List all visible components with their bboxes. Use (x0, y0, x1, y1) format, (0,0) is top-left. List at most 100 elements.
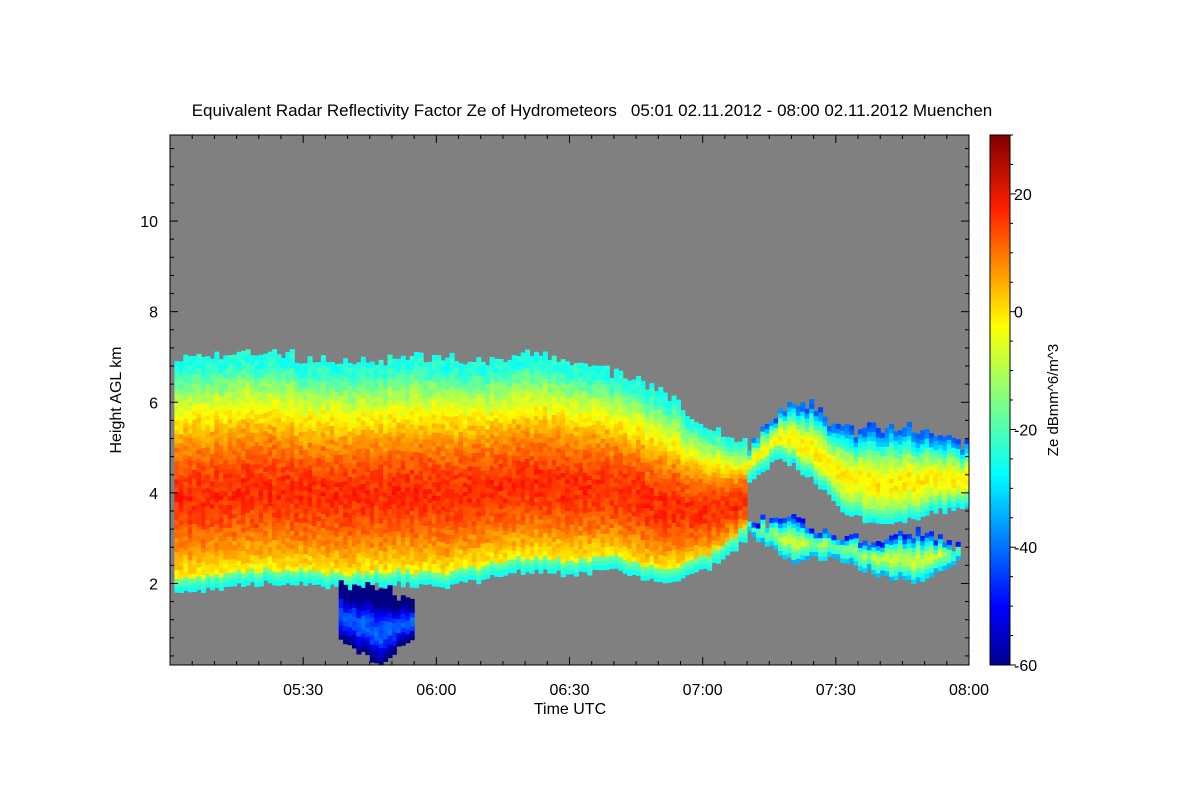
reflectivity-cell (498, 368, 504, 374)
reflectivity-cell (205, 541, 211, 547)
reflectivity-cell (272, 362, 278, 368)
reflectivity-cell (489, 411, 495, 417)
reflectivity-cell (356, 471, 362, 477)
reflectivity-cell (547, 477, 553, 483)
reflectivity-cell (587, 375, 593, 381)
reflectivity-cell (272, 417, 278, 423)
reflectivity-cell (209, 408, 215, 414)
reflectivity-cell (613, 459, 619, 465)
reflectivity-cell (418, 529, 424, 535)
reflectivity-cell (605, 451, 610, 457)
reflectivity-cell (458, 476, 464, 482)
reflectivity-cell (387, 390, 393, 396)
reflectivity-cell (511, 409, 517, 415)
reflectivity-cell (183, 576, 189, 582)
reflectivity-cell (249, 382, 255, 388)
reflectivity-cell (414, 474, 420, 480)
reflectivity-cell (565, 519, 571, 525)
reflectivity-cell (223, 382, 229, 388)
reflectivity-cell (285, 478, 291, 484)
reflectivity-cell (178, 438, 184, 444)
reflectivity-cell (431, 418, 437, 424)
reflectivity-cell (445, 584, 451, 590)
reflectivity-cell (418, 393, 424, 399)
reflectivity-cell (298, 531, 304, 537)
reflectivity-cell (343, 525, 349, 531)
reflectivity-cell (596, 556, 602, 562)
reflectivity-cell (365, 521, 371, 527)
reflectivity-cell (600, 551, 606, 557)
reflectivity-cell (511, 364, 517, 370)
reflectivity-cell (494, 381, 499, 387)
reflectivity-cell (573, 526, 579, 532)
reflectivity-cell (454, 456, 460, 462)
reflectivity-cell (289, 435, 295, 441)
reflectivity-cell (476, 574, 482, 580)
reflectivity-cell (378, 568, 384, 574)
reflectivity-cell (569, 433, 575, 439)
reflectivity-cell (431, 581, 437, 587)
reflectivity-cell (223, 359, 229, 365)
reflectivity-cell (538, 478, 544, 484)
reflectivity-cell (267, 401, 273, 407)
reflectivity-cell (565, 488, 571, 494)
reflectivity-cell (578, 462, 584, 468)
reflectivity-cell (405, 468, 411, 474)
reflectivity-cell (343, 530, 349, 536)
reflectivity-cell (431, 558, 437, 564)
reflectivity-cell (369, 569, 375, 575)
reflectivity-cell (298, 368, 304, 374)
reflectivity-cell (338, 427, 344, 433)
reflectivity-cell (582, 494, 588, 500)
reflectivity-cell (187, 550, 193, 556)
reflectivity-cell (298, 431, 304, 437)
reflectivity-cell (489, 520, 495, 526)
reflectivity-cell (387, 467, 393, 473)
reflectivity-cell (400, 446, 406, 452)
reflectivity-cell (414, 392, 420, 398)
reflectivity-cell (587, 475, 593, 481)
reflectivity-cell (285, 388, 291, 394)
reflectivity-cell (622, 523, 628, 529)
reflectivity-cell (205, 528, 211, 534)
reflectivity-cell (573, 512, 579, 518)
reflectivity-cell (529, 460, 535, 466)
reflectivity-cell (267, 455, 273, 461)
reflectivity-cell (560, 372, 566, 378)
reflectivity-cell (414, 551, 420, 557)
reflectivity-cell (605, 406, 610, 412)
reflectivity-cell (511, 545, 517, 551)
reflectivity-cell (489, 560, 495, 566)
reflectivity-cell (205, 537, 211, 543)
reflectivity-cell (622, 478, 628, 484)
reflectivity-cell (374, 364, 380, 370)
reflectivity-cell (352, 400, 357, 406)
reflectivity-cell (192, 537, 198, 543)
reflectivity-cell (329, 543, 335, 549)
reflectivity-cell (383, 496, 389, 502)
reflectivity-cell (183, 572, 189, 578)
reflectivity-cell (423, 457, 428, 463)
reflectivity-cell (227, 400, 233, 406)
reflectivity-cell (307, 360, 313, 366)
reflectivity-cell (183, 440, 189, 446)
reflectivity-cell (587, 452, 593, 458)
reflectivity-cell (405, 396, 411, 402)
reflectivity-cell (245, 476, 251, 482)
reflectivity-cell (347, 372, 353, 378)
reflectivity-cell (525, 544, 531, 550)
reflectivity-cell (529, 364, 535, 370)
reflectivity-cell (352, 509, 357, 515)
reflectivity-cell (618, 475, 624, 481)
reflectivity-cell (232, 431, 238, 437)
reflectivity-cell (329, 484, 335, 490)
reflectivity-cell (387, 449, 393, 455)
reflectivity-cell (542, 469, 548, 475)
reflectivity-cell (347, 548, 353, 554)
reflectivity-cell (440, 528, 446, 534)
reflectivity-cell (325, 366, 331, 372)
reflectivity-cell (551, 459, 557, 465)
reflectivity-cell (343, 476, 349, 482)
reflectivity-cell (565, 542, 571, 548)
reflectivity-cell (192, 528, 198, 534)
